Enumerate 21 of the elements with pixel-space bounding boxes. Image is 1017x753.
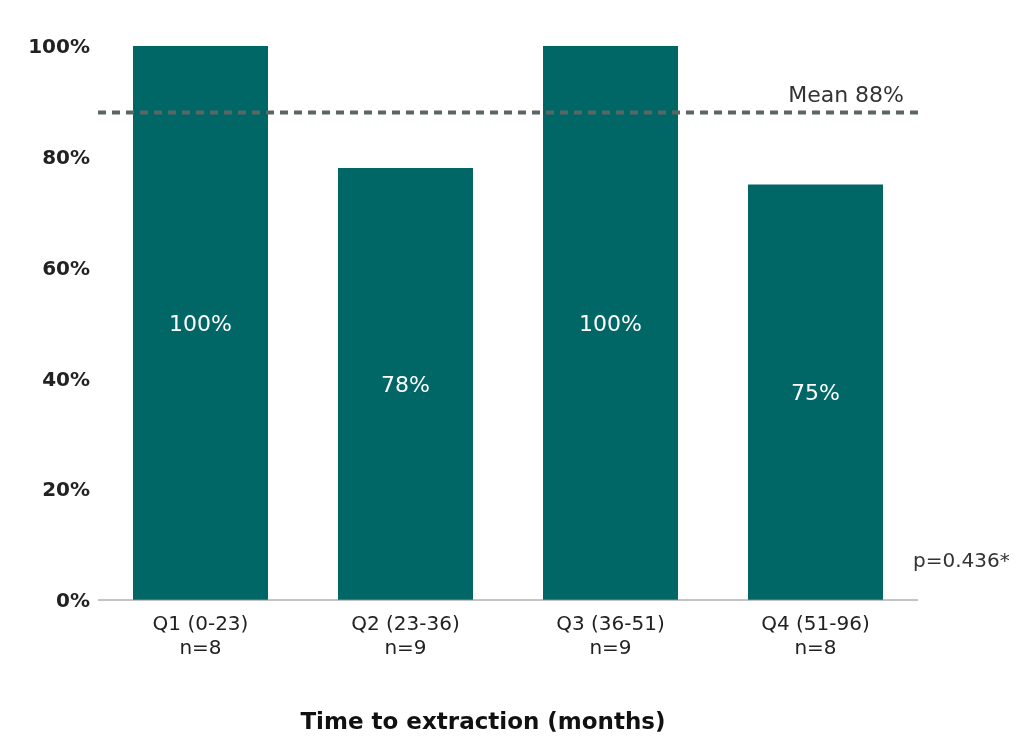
- x-axis-title: Time to extraction (months): [299, 708, 667, 734]
- x-tick-label: Q3 (36-51) n=9: [556, 611, 665, 659]
- bar: [133, 46, 268, 600]
- y-tick-label: 60%: [42, 255, 90, 280]
- data-label: 78%: [381, 371, 430, 397]
- y-tick-label: 40%: [42, 366, 90, 391]
- annotation: p=0.436*: [913, 548, 1010, 572]
- data-label: 75%: [791, 380, 840, 406]
- ref-line-label: Mean 88%: [788, 82, 904, 108]
- bar: [338, 167, 473, 600]
- data-label: 100%: [579, 310, 642, 336]
- x-tick-label: Q1 (0-23) n=8: [152, 611, 249, 659]
- y-tick-label: 80%: [42, 144, 90, 169]
- y-tick-label: 20%: [42, 477, 90, 502]
- x-tick-label: Q4 (51-96) n=8: [761, 611, 870, 659]
- bar: [543, 46, 678, 600]
- data-label: 100%: [169, 310, 232, 336]
- y-tick-label: 100%: [28, 34, 90, 59]
- y-tick-label: 0%: [56, 588, 90, 613]
- bar: [748, 184, 883, 600]
- x-tick-label: Q2 (23-36) n=9: [351, 611, 460, 659]
